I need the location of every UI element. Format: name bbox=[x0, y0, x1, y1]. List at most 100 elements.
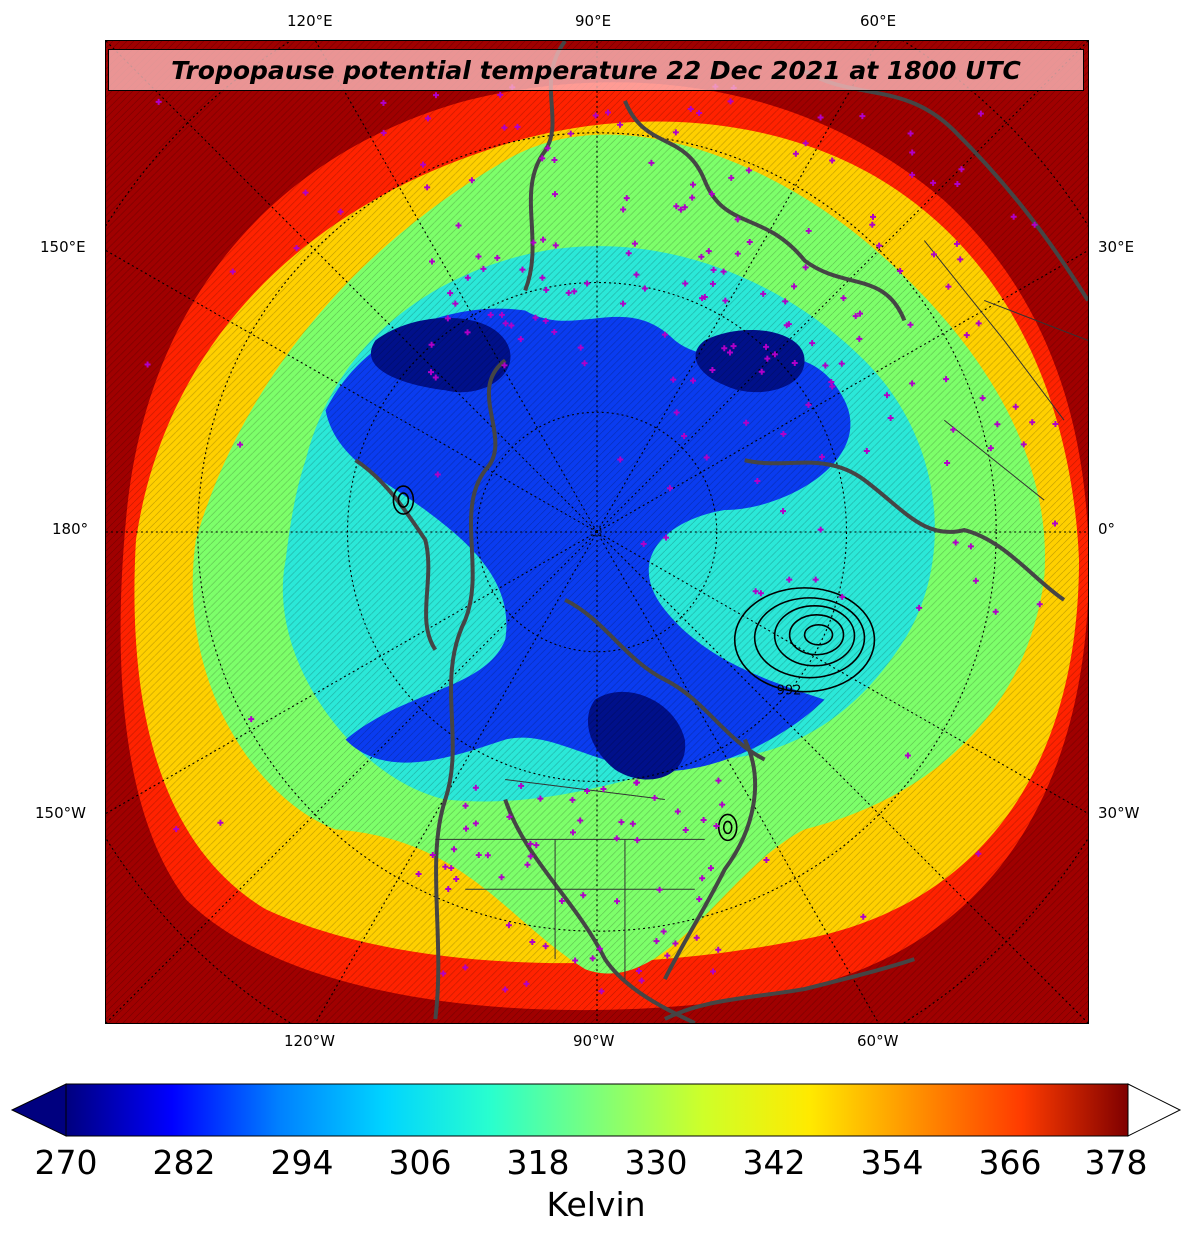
station-marker bbox=[696, 109, 703, 116]
station-marker bbox=[618, 819, 625, 826]
station-marker bbox=[428, 341, 435, 348]
station-marker bbox=[760, 290, 767, 297]
station-marker bbox=[670, 376, 677, 383]
station-marker bbox=[543, 286, 550, 293]
station-marker bbox=[424, 184, 431, 191]
station-marker bbox=[792, 150, 799, 157]
station-marker bbox=[963, 332, 970, 339]
station-marker bbox=[699, 875, 706, 882]
station-marker bbox=[856, 335, 863, 342]
station-marker bbox=[782, 298, 789, 305]
station-marker bbox=[462, 964, 469, 971]
station-marker bbox=[876, 242, 883, 249]
station-marker bbox=[625, 250, 632, 257]
station-marker bbox=[580, 892, 587, 899]
station-marker bbox=[703, 454, 710, 461]
station-marker bbox=[944, 459, 951, 466]
station-marker bbox=[502, 320, 509, 327]
station-marker bbox=[558, 897, 565, 904]
lon-label-right-1: 30°E bbox=[1098, 238, 1135, 256]
station-marker bbox=[501, 362, 508, 369]
station-marker bbox=[453, 876, 460, 883]
station-marker bbox=[229, 268, 236, 275]
station-marker bbox=[687, 106, 694, 113]
station-marker bbox=[752, 588, 759, 595]
station-marker bbox=[464, 274, 471, 281]
station-marker bbox=[604, 109, 611, 116]
station-marker bbox=[1020, 441, 1027, 448]
station-marker bbox=[544, 145, 551, 152]
station-marker bbox=[572, 957, 579, 964]
station-marker bbox=[613, 835, 620, 842]
station-marker bbox=[713, 822, 720, 829]
station-marker bbox=[758, 368, 765, 375]
lon-label-bottom-3: 60°W bbox=[857, 1032, 899, 1050]
station-marker bbox=[945, 283, 952, 290]
station-marker bbox=[452, 300, 459, 307]
station-marker bbox=[640, 540, 647, 547]
map-panel: 992 Tropopause potential temperature 22 … bbox=[105, 40, 1089, 1024]
station-marker bbox=[497, 91, 504, 98]
station-marker bbox=[818, 453, 825, 460]
station-marker bbox=[682, 826, 689, 833]
station-marker bbox=[897, 268, 904, 275]
station-marker bbox=[763, 343, 770, 350]
station-marker bbox=[237, 441, 244, 448]
station-marker bbox=[870, 213, 877, 220]
station-marker bbox=[802, 264, 809, 271]
station-marker bbox=[840, 295, 847, 302]
station-marker bbox=[726, 349, 733, 356]
station-marker bbox=[677, 206, 684, 213]
station-marker bbox=[698, 253, 705, 260]
station-marker bbox=[533, 842, 540, 849]
colorbar-label: Kelvin bbox=[546, 1185, 646, 1224]
station-marker bbox=[529, 938, 536, 945]
station-marker bbox=[791, 359, 798, 366]
station-marker bbox=[617, 121, 624, 128]
station-marker bbox=[551, 191, 558, 198]
station-marker bbox=[916, 604, 923, 611]
station-marker bbox=[950, 426, 957, 433]
station-marker bbox=[472, 820, 479, 827]
station-marker bbox=[519, 266, 526, 273]
station-marker bbox=[972, 577, 979, 584]
lon-label-bottom-2: 90°W bbox=[573, 1032, 615, 1050]
colorbar-tick-label: 330 bbox=[624, 1143, 688, 1182]
station-marker bbox=[498, 874, 505, 881]
station-marker bbox=[1052, 420, 1059, 427]
station-marker bbox=[653, 938, 660, 945]
station-marker bbox=[596, 945, 603, 952]
station-marker bbox=[420, 161, 427, 168]
station-marker bbox=[502, 986, 509, 993]
station-marker bbox=[447, 290, 454, 297]
station-marker bbox=[754, 477, 761, 484]
station-marker bbox=[475, 253, 482, 260]
station-marker bbox=[617, 456, 624, 463]
station-marker bbox=[620, 300, 627, 307]
station-marker bbox=[539, 274, 546, 281]
station-marker bbox=[598, 988, 605, 995]
station-marker bbox=[380, 99, 387, 106]
station-marker bbox=[664, 952, 671, 959]
station-marker bbox=[745, 167, 752, 174]
colorbar-tick-label: 318 bbox=[506, 1143, 570, 1182]
station-marker bbox=[293, 245, 300, 252]
station-marker bbox=[581, 360, 588, 367]
station-marker bbox=[641, 285, 648, 292]
station-marker bbox=[930, 251, 937, 258]
station-marker bbox=[728, 174, 735, 181]
colorbar-tick-label: 306 bbox=[388, 1143, 452, 1182]
station-marker bbox=[904, 752, 911, 759]
station-marker bbox=[633, 779, 640, 786]
station-marker bbox=[721, 345, 728, 352]
station-marker bbox=[527, 840, 534, 847]
station-marker bbox=[540, 236, 547, 243]
station-marker bbox=[552, 242, 559, 249]
colorbar-tick-label: 366 bbox=[978, 1143, 1042, 1182]
station-marker bbox=[809, 340, 816, 347]
station-marker bbox=[757, 590, 764, 597]
station-marker bbox=[700, 817, 707, 824]
lon-label-top-2: 90°E bbox=[575, 12, 612, 30]
station-marker bbox=[514, 123, 521, 130]
station-marker bbox=[743, 419, 750, 426]
